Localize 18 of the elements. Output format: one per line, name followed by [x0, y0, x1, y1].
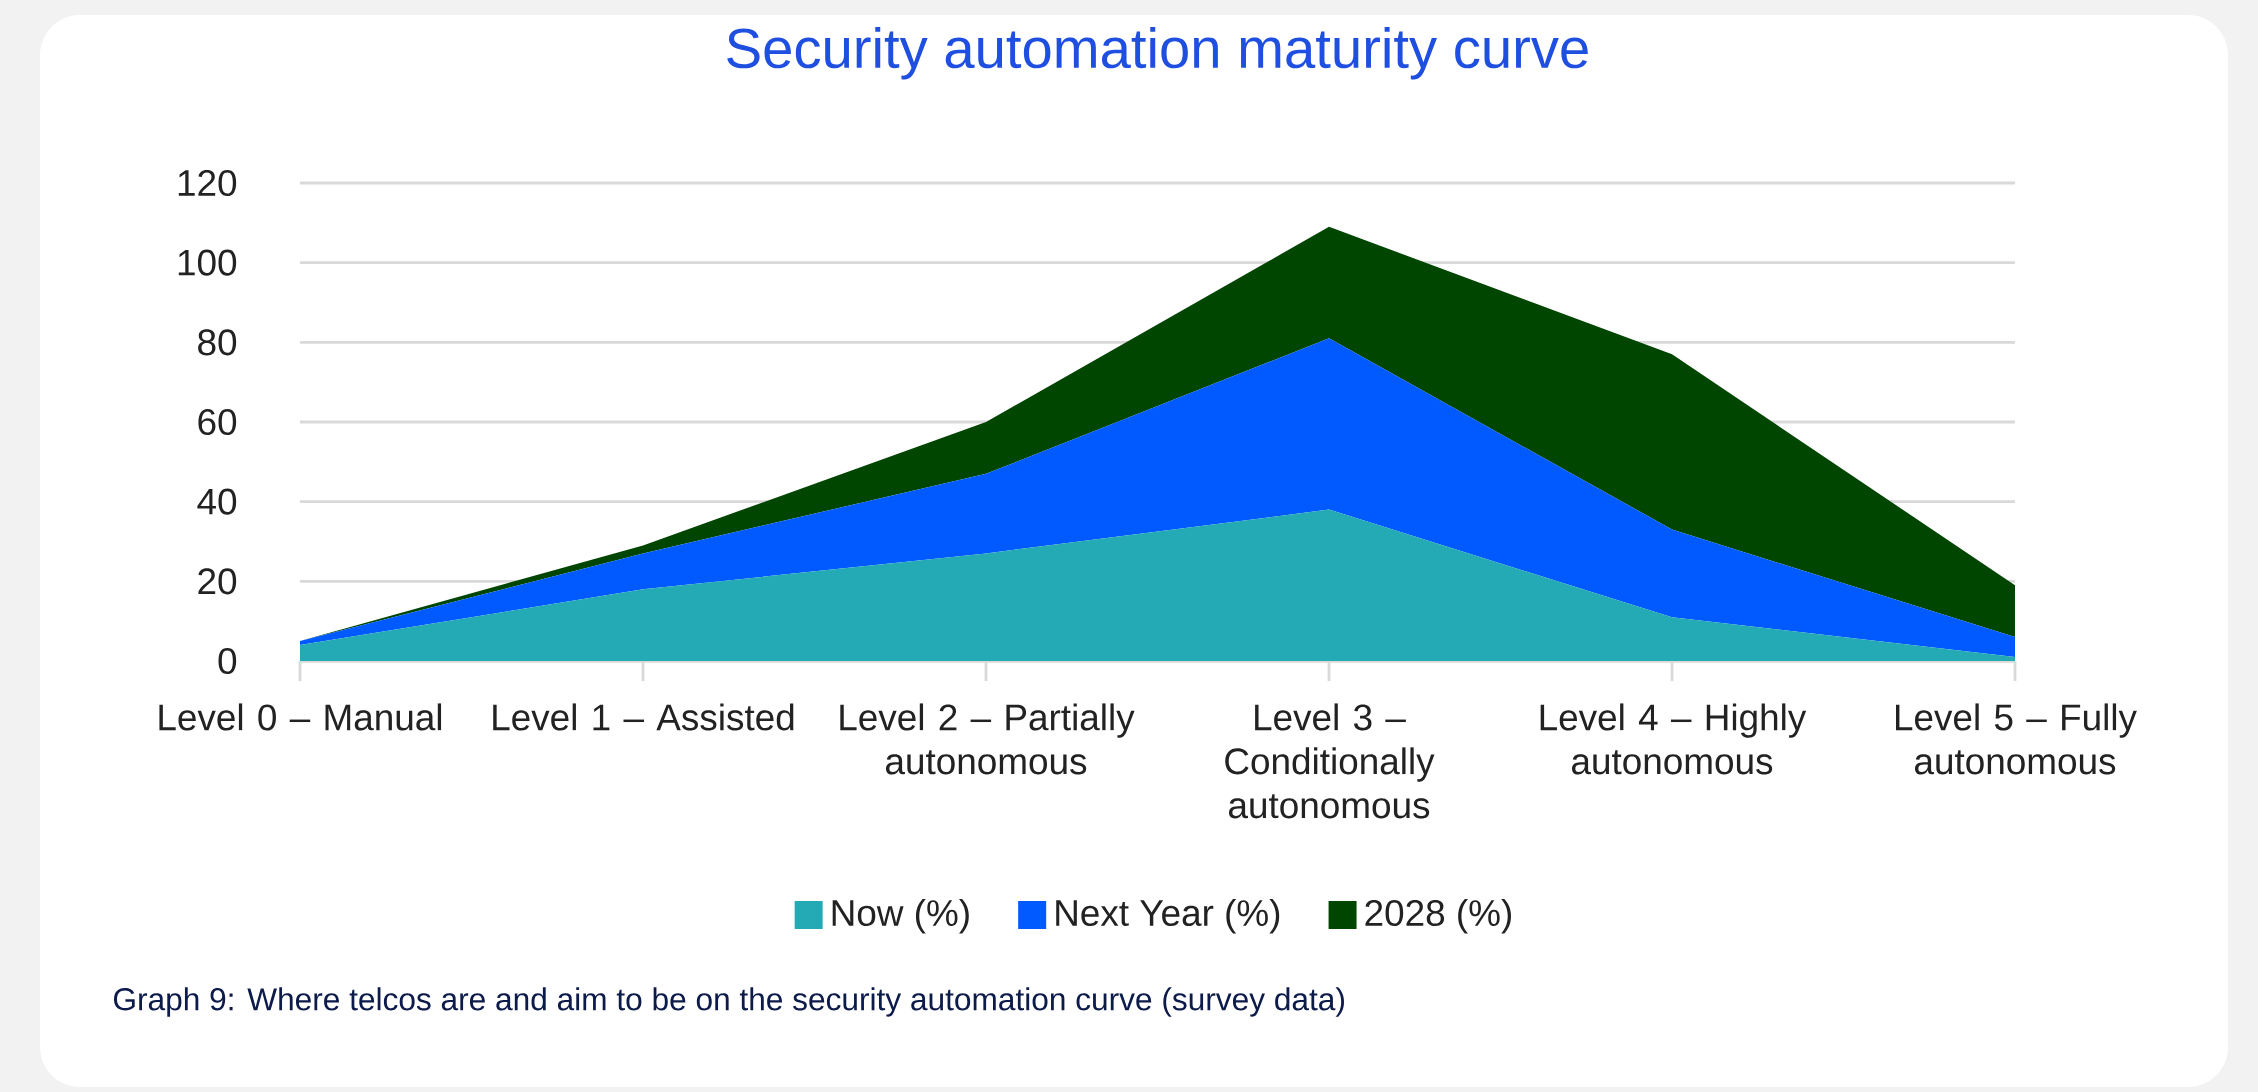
y-tick-label: 20: [198, 568, 237, 595]
x-tick-label: Level 2 – Partially autonomous: [840, 703, 1135, 775]
x-tick-label: Level 0 – Manual: [159, 703, 442, 731]
legend-label: Now (%): [832, 898, 969, 934]
x-tick-label: Level 3 – Conditionally autonomous: [1225, 703, 1435, 819]
x-tick-label: Level 5 – Fully autonomous: [1896, 703, 2137, 775]
y-tick-label: 60: [198, 408, 237, 436]
y-tick-label: 100: [178, 249, 237, 276]
x-tick-label: Level 4 – Highly autonomous: [1540, 703, 1807, 775]
chart-title: Security automation maturity curve: [727, 27, 1588, 80]
y-tick-label: 0: [218, 647, 237, 675]
y-tick-label: 80: [198, 329, 237, 356]
x-tick-label: Level 1 – Assisted: [493, 703, 794, 731]
caption: Graph 9: Where telcos are and aim to be on the security automation curve (survey data): [114, 987, 1344, 1017]
legend-label: 2028 (%): [1365, 898, 1511, 934]
y-tick-label: 120: [178, 169, 237, 197]
y-tick-label: 40: [197, 488, 237, 515]
legend-label: Next Year (%): [1056, 898, 1280, 934]
